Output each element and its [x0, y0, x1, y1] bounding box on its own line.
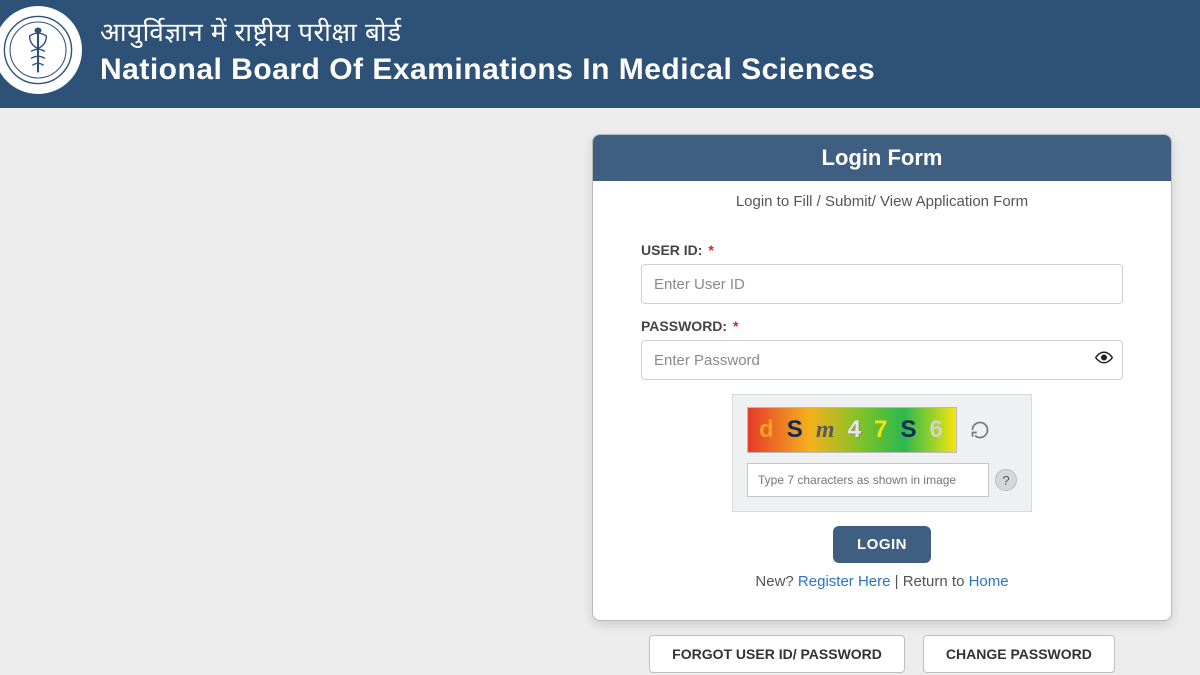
login-card-title: Login Form	[593, 135, 1171, 181]
forgot-password-button[interactable]: FORGOT USER ID/ PASSWORD	[649, 635, 905, 673]
register-link[interactable]: Register Here	[798, 573, 891, 590]
user-id-label: USER ID: *	[641, 242, 1123, 258]
user-id-input[interactable]	[641, 264, 1123, 304]
login-subtitle: Login to Fill / Submit/ View Application…	[593, 181, 1171, 218]
emblem-icon	[3, 15, 73, 85]
login-card: Login Form Login to Fill / Submit/ View …	[592, 134, 1172, 621]
eye-icon[interactable]	[1095, 349, 1113, 372]
password-input[interactable]	[641, 340, 1123, 380]
captcha-image: d S m 4 7 S 6	[747, 407, 957, 453]
required-marker: *	[708, 242, 713, 258]
auth-links: New? Register Here | Return to Home	[641, 573, 1123, 608]
header-title-english: National Board Of Examinations In Medica…	[100, 53, 875, 87]
captcha-box: d S m 4 7 S 6	[732, 394, 1032, 512]
link-separator: |	[895, 573, 903, 590]
change-password-button[interactable]: CHANGE PASSWORD	[923, 635, 1115, 673]
site-header: आयुर्विज्ञान में राष्ट्रीय परीक्षा बोर्ड…	[0, 0, 1200, 108]
return-text: Return to	[903, 573, 969, 590]
login-button[interactable]: LOGIN	[833, 526, 931, 563]
captcha-input[interactable]	[747, 463, 989, 497]
required-marker: *	[733, 318, 738, 334]
logo	[0, 6, 82, 94]
new-text: New?	[755, 573, 793, 590]
captcha-refresh-icon[interactable]	[967, 417, 993, 443]
help-icon[interactable]: ?	[995, 469, 1017, 491]
user-id-label-text: USER ID:	[641, 242, 702, 258]
password-label: PASSWORD: *	[641, 318, 1123, 334]
password-label-text: PASSWORD:	[641, 318, 727, 334]
home-link[interactable]: Home	[969, 573, 1009, 590]
header-title-hindi: आयुर्विज्ञान में राष्ट्रीय परीक्षा बोर्ड	[100, 13, 875, 49]
